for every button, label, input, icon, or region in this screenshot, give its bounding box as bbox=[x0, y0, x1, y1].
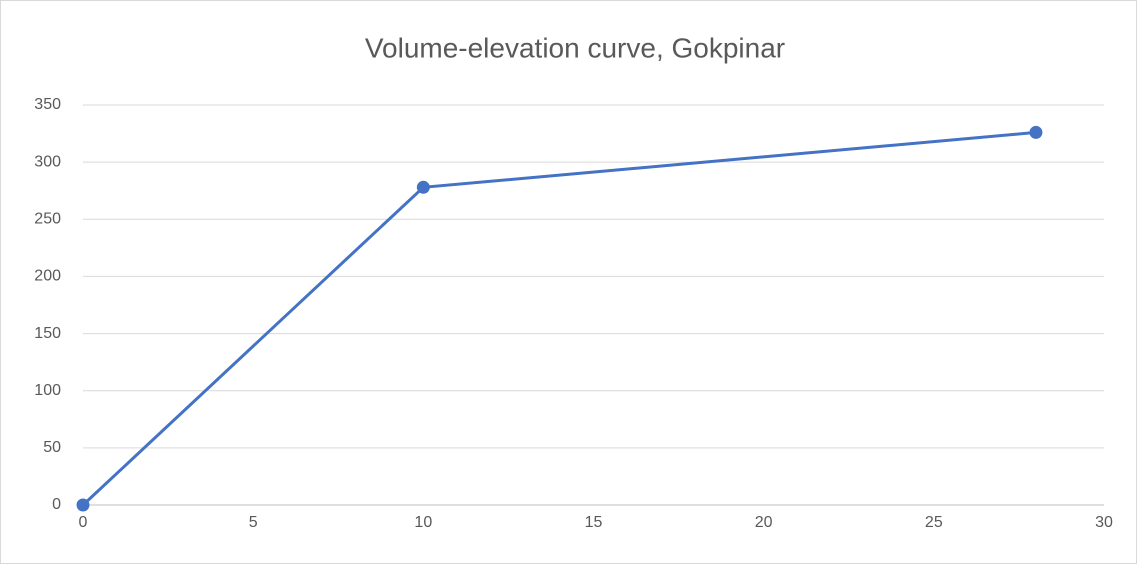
x-tick-label: 0 bbox=[79, 514, 88, 531]
point bbox=[416, 180, 430, 194]
y-tick-label: 0 bbox=[52, 496, 61, 513]
y-tick-label: 200 bbox=[34, 268, 61, 285]
point bbox=[1029, 125, 1043, 139]
chart-title: Volume-elevation curve, Gokpinar bbox=[365, 32, 785, 63]
x-tick-label: 20 bbox=[755, 514, 773, 531]
y-tick-label: 350 bbox=[34, 96, 61, 113]
point bbox=[76, 498, 90, 512]
y-tick-label: 250 bbox=[34, 211, 61, 228]
x-tick-label: 15 bbox=[585, 514, 603, 531]
y-tick-label: 300 bbox=[34, 153, 61, 170]
x-tick-label: 25 bbox=[925, 514, 943, 531]
x-tick-label: 30 bbox=[1095, 514, 1113, 531]
x-tick-label: 10 bbox=[414, 514, 432, 531]
x-tick-label: 5 bbox=[249, 514, 258, 531]
y-tick-label: 50 bbox=[43, 439, 61, 456]
y-tick-label: 150 bbox=[34, 325, 61, 342]
y-tick-label: 100 bbox=[34, 382, 61, 399]
